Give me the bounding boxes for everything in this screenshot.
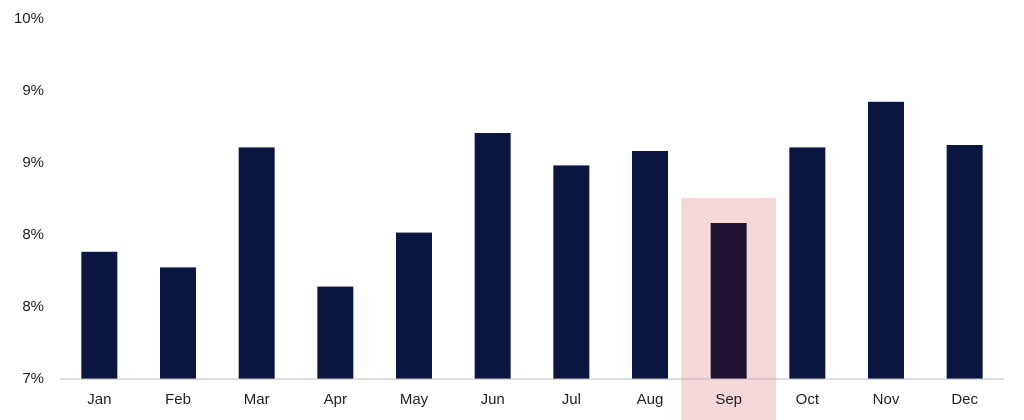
y-tick-label: 9% bbox=[22, 154, 44, 171]
x-tick-label: Jan bbox=[87, 391, 111, 408]
x-tick-label: Apr bbox=[324, 391, 347, 408]
bar bbox=[317, 286, 354, 379]
x-tick-label: Feb bbox=[165, 391, 191, 408]
y-tick-label: 7% bbox=[22, 370, 44, 387]
y-tick-label: 8% bbox=[22, 226, 44, 243]
bar bbox=[868, 101, 904, 380]
bar bbox=[474, 133, 511, 379]
x-tick-label: Jun bbox=[481, 391, 505, 408]
x-tick-label: Mar bbox=[244, 391, 270, 408]
x-tick-label: May bbox=[400, 391, 429, 408]
bar bbox=[632, 151, 668, 379]
x-tick-label: Oct bbox=[796, 391, 820, 408]
bar bbox=[160, 267, 196, 379]
bar bbox=[553, 165, 590, 379]
x-tick-label: Dec bbox=[951, 391, 978, 408]
x-tick-label: Nov bbox=[873, 391, 900, 408]
bar bbox=[710, 223, 747, 379]
x-tick-label: Sep bbox=[715, 391, 742, 408]
bar bbox=[946, 145, 983, 379]
x-tick-label: Jul bbox=[562, 391, 581, 408]
x-tick-label: Aug bbox=[637, 391, 664, 408]
bar bbox=[396, 232, 432, 379]
y-tick-label: 10% bbox=[14, 10, 44, 27]
bar bbox=[789, 147, 826, 379]
y-tick-label: 8% bbox=[22, 298, 44, 315]
y-tick-label: 9% bbox=[22, 82, 44, 99]
bar bbox=[238, 147, 275, 379]
bar bbox=[81, 251, 118, 379]
